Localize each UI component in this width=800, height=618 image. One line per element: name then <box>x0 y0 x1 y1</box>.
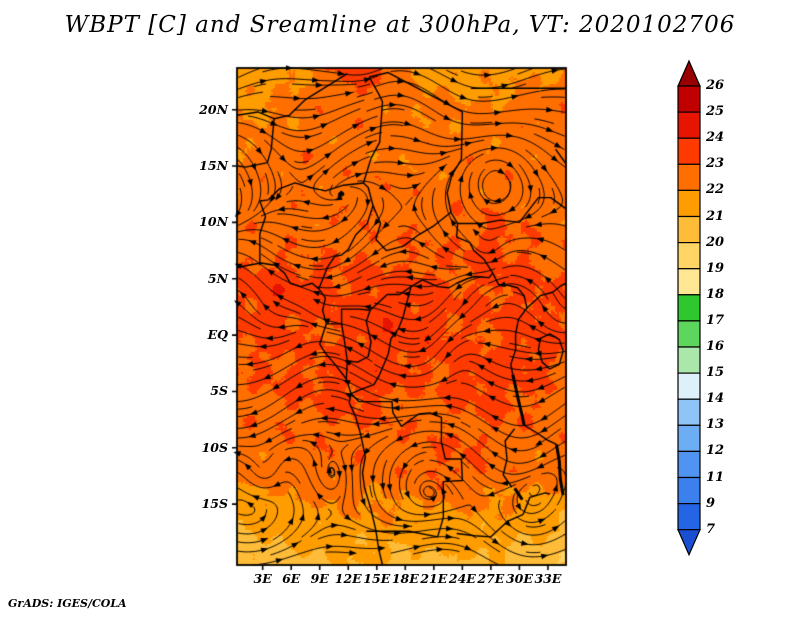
lon-tick-label: 21E <box>420 571 448 586</box>
lon-tick-label: 24E <box>448 571 476 586</box>
colorbar-segment <box>677 215 701 244</box>
colorbar-tick-label: 13 <box>706 417 725 433</box>
colorbar-segment <box>677 137 701 165</box>
colorbar: 26 25 24 23 22 21 20 19 18 17 16 15 14 13 12 11 9 7 <box>672 58 736 578</box>
colorbar-tick-label: 12 <box>706 443 725 459</box>
colorbar-svg <box>677 59 701 557</box>
colorbar-segment <box>677 398 701 426</box>
colorbar-tick-label: 7 <box>706 521 716 537</box>
lon-tick-label: 18E <box>391 571 419 586</box>
colorbar-segment <box>677 320 701 348</box>
colorbar-segment <box>677 476 701 505</box>
lon-tick-label: 9E <box>310 571 329 586</box>
colorbar-tick-label: 14 <box>706 391 725 407</box>
colorbar-tick-label: 16 <box>706 339 725 354</box>
lat-tick-label: 5S <box>210 383 228 399</box>
colorbar-tick-label: 19 <box>706 260 725 276</box>
colorbar-tick-label: 17 <box>706 312 725 328</box>
colorbar-segment <box>677 189 701 218</box>
lon-tick-label: 6E <box>282 571 301 586</box>
colorbar-tick-label: 21 <box>706 208 725 224</box>
plot-title: WBPT [C] and Sreamline at 300hPa, VT: 20… <box>64 12 736 38</box>
colorbar-segment <box>677 268 701 296</box>
colorbar-segment <box>677 111 701 139</box>
colorbar-tick-label: 23 <box>706 156 725 172</box>
lat-tick-label: 15S <box>201 496 228 512</box>
colorbar-tick-label: 18 <box>706 286 725 302</box>
colorbar-tick-label: 26 <box>706 78 725 93</box>
lat-tick-label: 5N <box>207 270 228 286</box>
colorbar-segment <box>677 529 701 557</box>
colorbar-segment <box>677 503 701 531</box>
colorbar-segment <box>677 294 701 322</box>
lon-tick-label: 27E <box>477 571 505 586</box>
colorbar-segment <box>677 163 701 192</box>
lat-tick-label: 10N <box>199 214 228 230</box>
colorbar-segment <box>677 242 701 270</box>
lon-tick-label: 33E <box>534 571 562 586</box>
colorbar-tick-label: 25 <box>706 104 725 120</box>
colorbar-segment <box>677 85 701 113</box>
colorbar-segment <box>677 346 701 374</box>
colorbar-segment <box>677 424 701 452</box>
colorbar-tick-label: 24 <box>706 130 725 146</box>
colorbar-tick-label: 15 <box>706 365 725 381</box>
lon-tick-label: 15E <box>363 571 391 586</box>
lat-tick-label: 10S <box>201 439 228 455</box>
lon-tick-label: 3E <box>253 571 272 586</box>
map-canvas <box>229 60 574 573</box>
colorbar-tick-label: 22 <box>706 182 725 198</box>
lat-tick-label: EQ <box>207 327 228 343</box>
colorbar-tick-label: 9 <box>706 495 716 511</box>
lat-tick-label: 15N <box>199 158 228 174</box>
colorbar-segment <box>677 372 701 400</box>
colorbar-tick-label: 20 <box>706 234 725 250</box>
colorbar-tick-label: 11 <box>706 469 725 485</box>
lat-tick-label: 20N <box>199 101 228 117</box>
colorbar-segment <box>677 59 701 87</box>
lon-tick-label: 12E <box>334 571 362 586</box>
grads-credit: GrADS: IGES/COLA <box>8 597 127 610</box>
lon-tick-label: 30E <box>505 571 533 586</box>
colorbar-segment <box>677 450 701 479</box>
